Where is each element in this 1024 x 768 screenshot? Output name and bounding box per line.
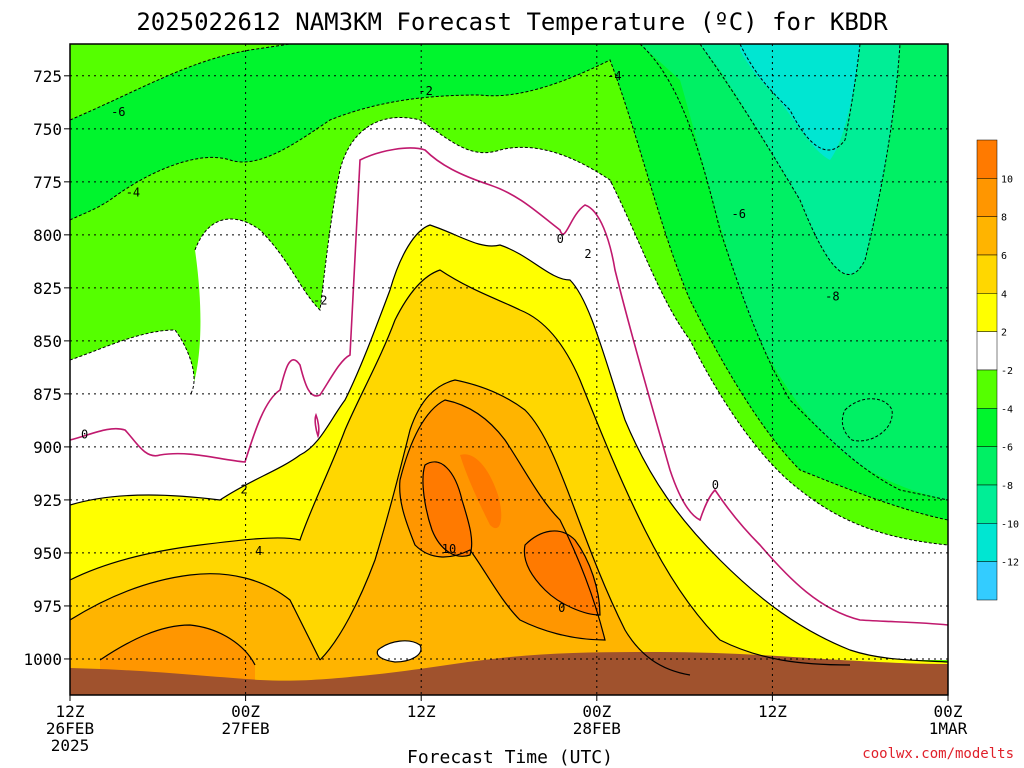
contour-label: 2 [241, 482, 248, 496]
y-tick-label: 925 [33, 491, 62, 510]
colorbar-label: 8 [1001, 213, 1007, 224]
colorbar-swatch [976, 216, 998, 256]
contour-label: -4 [126, 186, 140, 200]
region-10-to-12 [422, 454, 600, 615]
y-tick-label: 750 [33, 120, 62, 139]
terrain-surface [70, 652, 948, 695]
colorbar-swatch [976, 561, 998, 601]
x-tick-label: 26FEB [46, 719, 94, 738]
contour-2 [70, 224, 948, 663]
region-minus10-to-minus12 [740, 44, 860, 160]
x-tick-label: 00Z [231, 702, 260, 721]
x-tick-label: 27FEB [222, 719, 270, 738]
colorbar-swatch [976, 408, 998, 447]
colorbar-label: -6 [1001, 443, 1013, 454]
colorbar-label: 6 [1001, 251, 1007, 262]
contour-label: 0 [81, 427, 88, 441]
colorbar-swatch [976, 293, 998, 332]
contour-2-pocket [376, 640, 422, 663]
colorbar-label: 10 [1001, 174, 1013, 185]
contour-minus2 [70, 116, 948, 546]
x-tick-label: 12Z [56, 702, 85, 721]
contour-minus4 [70, 59, 948, 521]
contour-label: -6 [111, 105, 125, 119]
contour-label: 0 [712, 478, 719, 492]
colorbar-label: -4 [1001, 404, 1013, 415]
contour-minus6-east [639, 44, 948, 501]
contour-label: -6 [732, 207, 746, 221]
y-tick-label: 825 [33, 279, 62, 298]
colorbar-swatch [976, 254, 998, 294]
colorbar-swatch [976, 369, 998, 409]
x-tick-label: 12Z [758, 702, 787, 721]
temperature-field [70, 44, 948, 695]
contour-6 [70, 379, 691, 676]
contour-minus6-west [70, 44, 291, 121]
zero-contour [70, 147, 948, 626]
colorbar-label: 4 [1001, 289, 1007, 300]
y-tick-label: 975 [33, 597, 62, 616]
y-tick-label: 1000 [23, 650, 62, 669]
colorbar-swatch [976, 446, 998, 486]
positive-contours [70, 224, 948, 676]
colorbar-label: -10 [1001, 519, 1019, 530]
contour-label: 0 [558, 601, 565, 615]
colorbar-label: -12 [1001, 558, 1019, 569]
x-tick-label: 12Z [407, 702, 436, 721]
plot-frame [69, 43, 949, 696]
colorbar-swatch [976, 523, 998, 562]
x-tick-label: 00Z [934, 702, 963, 721]
colorbar: -12 -10 -8 -6 -4 -2 2 4 6 8 10 [976, 139, 1019, 601]
colorbar-swatch [976, 331, 998, 371]
y-axis: 725 750 775 800 825 850 875 900 925 950 975 1000 [23, 67, 70, 669]
negative-contours [70, 44, 948, 546]
y-tick-label: 950 [33, 544, 62, 563]
contour-4 [70, 269, 851, 666]
contour-labels: -6 -4 -2 -4 -2 0 0 2 2 4 10 0 0 -6 -8 [81, 69, 840, 615]
contour-0 [70, 147, 948, 626]
chart-title: 2025022612 NAM3KM Forecast Temperature (… [136, 8, 888, 36]
contour-label: -2 [313, 294, 327, 308]
y-tick-label: 725 [33, 67, 62, 86]
y-tick-label: 900 [33, 438, 62, 457]
contour-label: -8 [825, 289, 839, 303]
colorbar-label: -2 [1001, 366, 1013, 377]
colorbar-label: 2 [1001, 328, 1007, 339]
contour-minus4-loop [841, 398, 893, 442]
contour-0-islet [314, 412, 320, 439]
grid [70, 44, 948, 695]
contour-8 [99, 399, 606, 666]
contour-minus10 [739, 44, 861, 151]
contour-label: 2 [584, 247, 591, 261]
colorbar-swatch [976, 139, 998, 179]
x-tick-label: 2025 [51, 736, 90, 755]
contour-minus8 [699, 44, 901, 275]
colorbar-swatch [976, 178, 998, 217]
contour-label: -4 [607, 69, 621, 83]
y-tick-label: 800 [33, 226, 62, 245]
contour-label: 10 [442, 542, 456, 556]
x-tick-label: 28FEB [573, 719, 621, 738]
x-axis-label: Forecast Time (UTC) [407, 747, 613, 768]
site-credit: coolwx.com/modelts [862, 746, 1014, 762]
x-tick-label: 00Z [582, 702, 611, 721]
contour-label: 0 [557, 232, 564, 246]
y-tick-label: 875 [33, 385, 62, 404]
contour-label: -2 [418, 84, 432, 98]
y-tick-label: 850 [33, 332, 62, 351]
contour-10 [422, 461, 601, 616]
colorbar-swatch [976, 484, 998, 524]
contour-label: 4 [255, 544, 262, 558]
colorbar-label: -8 [1001, 481, 1013, 492]
x-tick-label: 1MAR [929, 719, 968, 738]
y-tick-label: 775 [33, 173, 62, 192]
